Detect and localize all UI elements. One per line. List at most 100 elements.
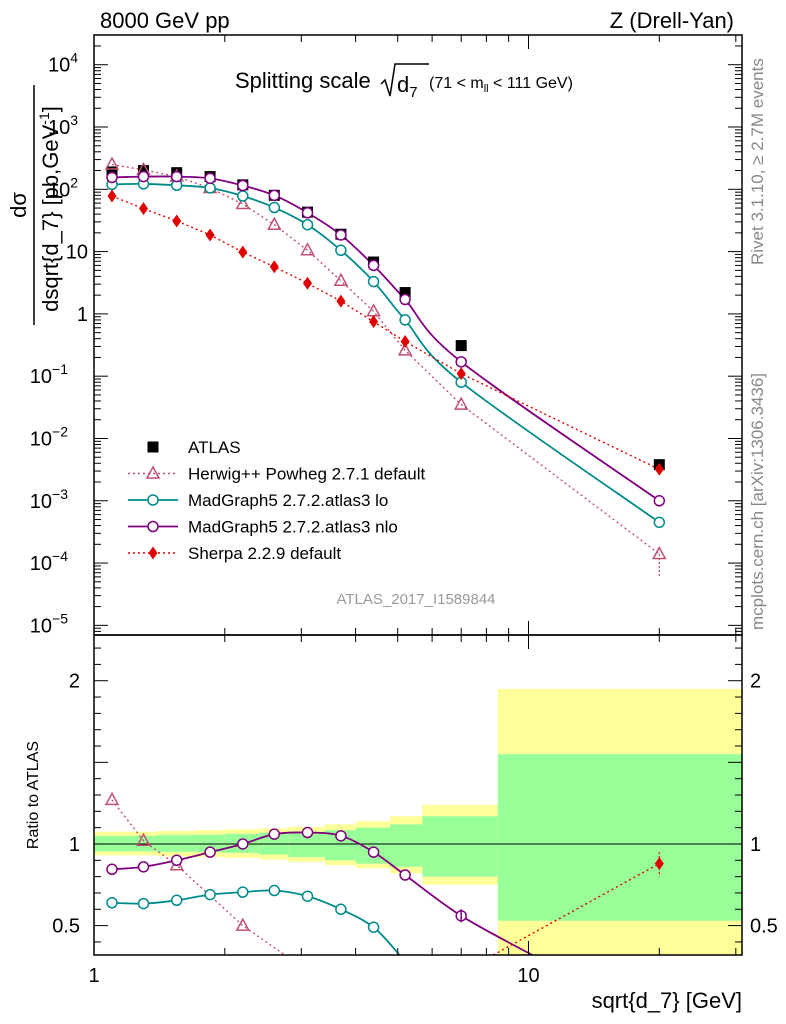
main-point-4-8: [369, 315, 379, 329]
main-point-4-5: [269, 260, 279, 274]
ytick-base-3: 10: [66, 242, 88, 264]
ytick-exp-8: −4: [52, 548, 68, 564]
legend-label-3: MadGraph5 2.7.2.atlas3 nlo: [188, 518, 398, 537]
main-point-1-7: [333, 272, 349, 287]
legend-marker-4: [148, 546, 158, 560]
ratio-uncertainty-bands: [94, 688, 742, 955]
main-point-3-2: [170, 170, 183, 183]
ylabel-den-text: dsqrt{d_7} [pb,GeV: [38, 124, 63, 311]
main-point-4-11: [654, 462, 664, 476]
ratio-point-0-0: [104, 791, 120, 806]
ratio-point-0-1: [136, 832, 151, 846]
x-axis-label: sqrt{d_7} [GeV]: [592, 988, 742, 1013]
main-point-0-10: [455, 340, 467, 352]
ytick-label-6: 10−2: [30, 423, 68, 450]
ytick-base-0: 10: [48, 55, 70, 77]
ytick-label-4: 1: [77, 304, 88, 326]
main-point-1-4: [235, 195, 251, 210]
mcplots-credit: mcplots.cern.ch [arXiv:1306.3436]: [748, 373, 767, 630]
stat-band-3: [194, 834, 225, 853]
rivet-version: Rivet 3.1.10, ≥ 2.7M events: [748, 58, 767, 265]
main-point-4-2: [172, 214, 182, 228]
ytick-label-0: 104: [48, 50, 78, 77]
ratio-point-1-1: [137, 897, 150, 910]
main-point-2-8: [367, 275, 380, 288]
main-point-3-9: [399, 293, 411, 306]
ytick-base-4: 1: [77, 304, 88, 326]
ratio-point-2-9: [399, 869, 411, 881]
legend: ATLAS Herwig++ Powheg 2.7.1 default MadGra…: [128, 438, 425, 563]
stat-band-2: [157, 835, 195, 852]
legend-marker-3: [147, 520, 159, 533]
ratio-point-2-4: [237, 838, 249, 850]
main-point-2-3: [204, 182, 216, 194]
ytick-label-3: 10: [66, 242, 88, 264]
stat-band-9: [390, 824, 423, 867]
ytick-label-8: 10−4: [30, 548, 68, 575]
ytick-exp-6: −2: [52, 423, 68, 439]
main-point-4-10: [456, 367, 466, 381]
ratio-point-1-2: [170, 894, 183, 907]
ytick-label-5: 10−1: [30, 361, 68, 388]
rytick-label-l-1: 1: [69, 834, 80, 856]
title-d: d: [397, 72, 409, 97]
ytick-exp-7: −3: [52, 486, 68, 502]
legend-marker-1: [145, 465, 161, 479]
main-point-3-1: [137, 170, 150, 183]
ratio-point-2-5: [268, 828, 281, 840]
main-point-2-9: [399, 314, 411, 326]
main-point-4-7: [336, 294, 346, 308]
main-point-4-9: [400, 335, 410, 349]
legend-label-2: MadGraph5 2.7.2.atlas3 lo: [188, 491, 388, 510]
main-point-3-6: [301, 207, 314, 219]
title-sub: 7: [409, 84, 417, 101]
legend-marker-0: [147, 441, 159, 453]
main-point-4-4: [238, 245, 248, 259]
title-range: (71 < m: [429, 75, 484, 92]
ratio-point-2-3: [204, 846, 216, 858]
ratio-point-2-2: [170, 854, 183, 867]
ytick-exp-9: −5: [52, 610, 68, 626]
ytick-exp-0: 4: [70, 50, 78, 66]
ratio-point-0-3: [235, 917, 251, 931]
main-point-2-4: [237, 190, 249, 202]
header-right: Z (Drell-Yan): [610, 8, 734, 33]
rytick-label-l-0.5: 0.5: [52, 916, 80, 938]
rytick-label-r-2: 2: [750, 671, 761, 693]
ratio-point-2-1: [137, 861, 150, 873]
ratio-point-1-6: [301, 890, 314, 902]
ytick-label-7: 10−3: [30, 486, 68, 513]
stat-band-10: [422, 816, 498, 877]
ratio-line-1: [111, 889, 401, 955]
ylabel-den-end: ]: [38, 106, 63, 112]
ytick-label-9: 10−5: [30, 610, 68, 637]
ratio-point-3-1: [654, 857, 664, 871]
ratio-point-2-7: [335, 830, 347, 842]
header-left: 8000 GeV pp: [100, 8, 230, 33]
ratio-point-2-6: [301, 826, 314, 839]
ratio-series-lines: [104, 791, 664, 955]
ratio-point-2-0: [106, 863, 118, 876]
main-point-3-4: [237, 179, 249, 192]
rytick-label-r-1: 1: [750, 834, 761, 856]
ylabel-den-sup: -1: [36, 112, 52, 125]
watermark: ATLAS_2017_I1589844: [336, 591, 495, 608]
ylabel-numerator: dσ: [6, 192, 31, 218]
main-point-3-10: [455, 356, 467, 368]
ratio-point-2-8: [367, 846, 380, 858]
main-point-2-11: [653, 516, 666, 529]
main-point-4-1: [139, 202, 149, 216]
ratio-point-1-7: [335, 903, 347, 916]
main-point-3-5: [268, 189, 281, 202]
title-sqrt-sign: [380, 63, 429, 97]
main-point-1-6: [300, 242, 315, 256]
main-point-3-3: [204, 172, 216, 185]
main-point-2-6: [301, 218, 314, 231]
main-y-axis-label: dσ dsqrt{d_7} [pb,GeV-1]: [6, 85, 63, 325]
main-point-1-10: [453, 396, 469, 410]
main-point-3-8: [367, 259, 380, 272]
main-point-3-11: [653, 495, 666, 507]
main-point-1-11: [652, 545, 667, 560]
ratio-y-axis-label: Ratio to ATLAS: [25, 741, 42, 849]
